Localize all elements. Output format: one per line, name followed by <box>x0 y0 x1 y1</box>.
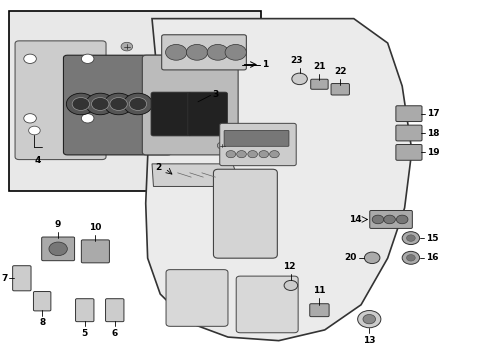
Circle shape <box>362 315 375 324</box>
FancyBboxPatch shape <box>75 299 94 321</box>
Text: 23: 23 <box>290 56 303 65</box>
Text: 15: 15 <box>425 234 437 243</box>
Text: 5: 5 <box>81 329 88 338</box>
Text: 22: 22 <box>333 67 346 76</box>
FancyBboxPatch shape <box>236 276 298 333</box>
Text: 21: 21 <box>312 62 325 71</box>
FancyBboxPatch shape <box>151 92 190 136</box>
FancyBboxPatch shape <box>166 270 227 326</box>
FancyBboxPatch shape <box>187 92 227 136</box>
Circle shape <box>291 73 306 85</box>
Text: 11: 11 <box>312 287 325 296</box>
Text: 8: 8 <box>39 318 45 327</box>
Circle shape <box>401 251 419 264</box>
Text: 18: 18 <box>426 129 438 138</box>
Circle shape <box>66 93 95 115</box>
FancyBboxPatch shape <box>395 106 421 122</box>
Text: 14: 14 <box>348 215 361 224</box>
FancyBboxPatch shape <box>15 41 106 159</box>
Circle shape <box>129 98 146 111</box>
Circle shape <box>24 54 36 63</box>
Circle shape <box>24 114 36 123</box>
FancyBboxPatch shape <box>63 55 171 155</box>
Text: 1: 1 <box>262 60 268 69</box>
FancyBboxPatch shape <box>142 55 238 155</box>
FancyBboxPatch shape <box>309 304 328 317</box>
Circle shape <box>259 150 268 158</box>
FancyBboxPatch shape <box>369 211 411 228</box>
Text: 2: 2 <box>155 163 161 172</box>
FancyBboxPatch shape <box>9 12 260 191</box>
FancyBboxPatch shape <box>219 123 296 166</box>
Circle shape <box>207 44 228 60</box>
Text: 4: 4 <box>34 156 41 165</box>
Circle shape <box>186 44 207 60</box>
Text: 7: 7 <box>1 274 8 283</box>
Text: 16: 16 <box>425 253 437 262</box>
FancyBboxPatch shape <box>310 79 327 89</box>
Circle shape <box>81 114 94 123</box>
Circle shape <box>85 93 115 115</box>
Text: 6: 6 <box>111 329 118 338</box>
Circle shape <box>121 42 132 51</box>
Circle shape <box>236 150 246 158</box>
Circle shape <box>247 150 257 158</box>
Circle shape <box>406 235 414 241</box>
Text: 13: 13 <box>362 336 375 345</box>
Circle shape <box>29 126 40 135</box>
Circle shape <box>217 142 226 149</box>
Text: 9: 9 <box>55 220 61 229</box>
Text: 12: 12 <box>282 262 295 271</box>
Circle shape <box>72 98 89 111</box>
Circle shape <box>383 215 395 224</box>
Polygon shape <box>145 19 411 341</box>
FancyBboxPatch shape <box>13 266 31 291</box>
Polygon shape <box>152 164 240 186</box>
FancyBboxPatch shape <box>395 125 421 141</box>
FancyBboxPatch shape <box>213 169 277 258</box>
Circle shape <box>364 252 379 264</box>
FancyBboxPatch shape <box>395 144 421 160</box>
Circle shape <box>284 280 297 291</box>
Circle shape <box>225 150 235 158</box>
Circle shape <box>224 44 246 60</box>
FancyBboxPatch shape <box>41 237 75 261</box>
Circle shape <box>401 231 419 244</box>
Circle shape <box>81 54 94 63</box>
Circle shape <box>110 98 127 111</box>
Circle shape <box>357 311 380 328</box>
FancyBboxPatch shape <box>162 35 246 70</box>
Text: 10: 10 <box>89 223 102 232</box>
Circle shape <box>269 150 279 158</box>
FancyBboxPatch shape <box>330 84 349 95</box>
Circle shape <box>49 242 67 256</box>
FancyBboxPatch shape <box>105 299 123 321</box>
FancyBboxPatch shape <box>33 292 51 311</box>
Circle shape <box>104 93 133 115</box>
Circle shape <box>406 255 414 261</box>
Circle shape <box>396 215 407 224</box>
Text: 19: 19 <box>426 148 439 157</box>
Text: 17: 17 <box>426 109 439 118</box>
Text: 20: 20 <box>343 253 355 262</box>
FancyBboxPatch shape <box>224 131 288 146</box>
Circle shape <box>371 215 383 224</box>
Text: 3: 3 <box>212 90 218 99</box>
Circle shape <box>91 98 109 111</box>
Circle shape <box>123 93 152 115</box>
Circle shape <box>165 44 186 60</box>
FancyBboxPatch shape <box>81 240 109 263</box>
